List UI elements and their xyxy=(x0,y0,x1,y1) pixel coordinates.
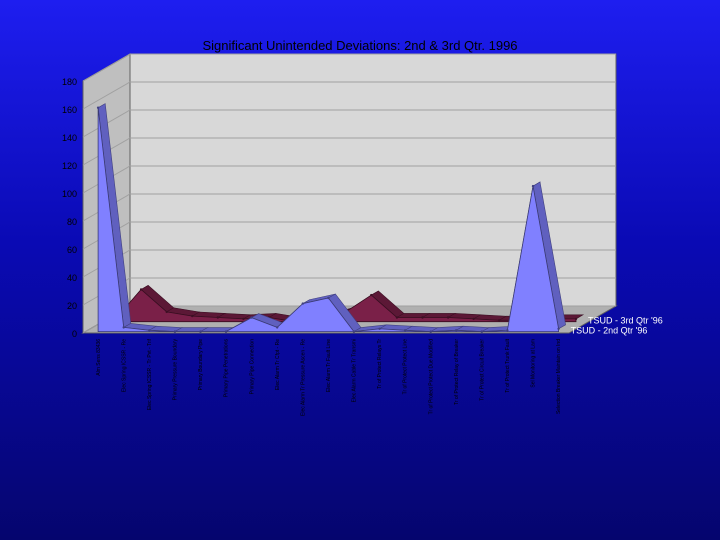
data-point xyxy=(352,330,356,333)
x-tick-label: Primary Pressure Boundary xyxy=(173,339,179,401)
data-point xyxy=(395,316,399,319)
x-tick-label: Selection Breaker Maintain on Ind xyxy=(556,339,562,414)
y-tick-label: 20 xyxy=(67,301,77,311)
y-tick-label: 160 xyxy=(62,105,77,115)
data-point xyxy=(531,184,535,188)
y-tick-label: 60 xyxy=(67,245,77,255)
x-tick-label: Sel Monitoring at Lam xyxy=(531,339,537,388)
series-label: TSUD - 3rd Qtr '96 xyxy=(588,316,663,326)
data-point xyxy=(122,326,125,329)
data-point xyxy=(139,288,143,291)
y-tick-label: 0 xyxy=(72,329,77,339)
chart-title: Significant Unintended Deviations: 2nd &… xyxy=(202,38,518,53)
y-tick-label: 100 xyxy=(62,189,77,199)
data-point xyxy=(421,316,424,319)
data-point xyxy=(429,330,432,333)
data-point xyxy=(480,330,483,333)
data-point xyxy=(455,329,458,332)
y-tick-label: 120 xyxy=(62,161,77,171)
data-point xyxy=(199,330,202,333)
x-tick-label: Elec Alarm Cable Tr Transmi xyxy=(352,339,358,402)
series-label: TSUD - 2nd Qtr '96 xyxy=(571,326,648,336)
data-point xyxy=(472,317,475,321)
data-point xyxy=(96,106,100,109)
x-tick-label: Primary Pipe Connection xyxy=(249,339,255,395)
x-tick-label: Tr of Protect Protect Due Modified xyxy=(428,339,434,415)
x-tick-label: Tr of Protect Relays Tr xyxy=(377,339,383,389)
data-point xyxy=(242,317,245,321)
x-tick-label: Tr of Protect Relay of Breaker xyxy=(454,339,460,405)
gridline xyxy=(82,53,616,82)
data-point xyxy=(148,329,151,332)
x-tick-label: Alm Sens 83436 xyxy=(96,339,102,376)
x-tick-label: Tr of Protect Circuit Breaker xyxy=(480,339,486,401)
data-point xyxy=(224,330,228,333)
data-point xyxy=(301,302,304,305)
gridline xyxy=(82,81,616,110)
data-point xyxy=(370,293,373,297)
x-tick-label: Elec Alarm Tr Fault Line xyxy=(326,339,332,392)
y-tick-label: 40 xyxy=(67,273,77,283)
data-point xyxy=(378,327,381,330)
x-tick-label: Tr of Protect Protect Line xyxy=(403,339,409,395)
data-point xyxy=(574,317,578,321)
data-point xyxy=(276,326,279,329)
data-point xyxy=(506,329,509,332)
data-point xyxy=(165,310,168,314)
x-tick-label: Elec Alarm Tr Cfpt - Re xyxy=(275,339,281,390)
x-tick-label: Elec Spring ICSSR - Tr Pvt - Trif xyxy=(147,338,153,410)
data-point xyxy=(446,316,450,319)
data-point xyxy=(216,316,219,319)
series-area xyxy=(97,107,559,333)
x-tick-label: Primary Pipe Penetrations xyxy=(224,339,230,398)
x-tick-label: Elec Spring ICSSR - Re xyxy=(121,339,127,392)
data-point xyxy=(403,329,407,332)
data-point xyxy=(191,314,194,318)
x-tick-label: Primary Boundary Pipe xyxy=(198,339,204,391)
y-tick-label: 140 xyxy=(62,133,77,143)
data-point xyxy=(557,327,560,330)
data-point xyxy=(327,296,330,300)
data-point xyxy=(498,319,501,322)
x-tick-label: Tr of Protect Trunk Fault xyxy=(505,338,511,392)
data-point xyxy=(173,330,177,333)
y-tick-label: 80 xyxy=(67,217,77,227)
x-tick-label: Elec Alarm Tr Pressure Ascen - Re xyxy=(300,339,306,416)
data-point xyxy=(250,316,253,319)
y-tick-label: 180 xyxy=(62,77,77,87)
